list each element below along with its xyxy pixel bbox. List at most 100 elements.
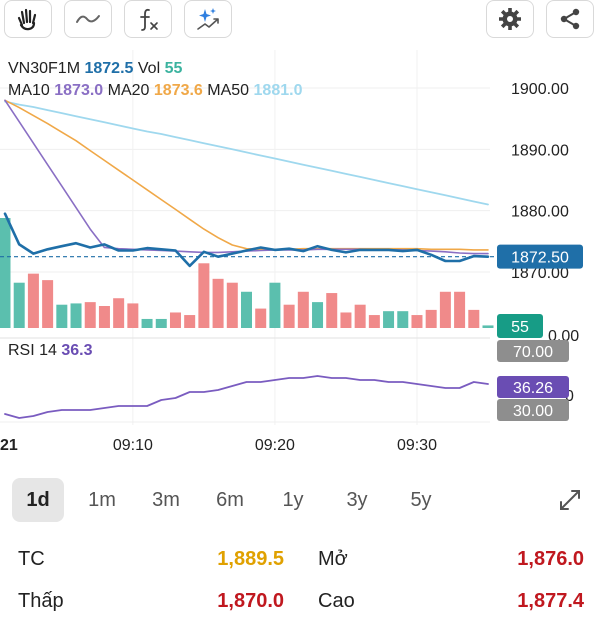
volume-bar (283, 304, 295, 328)
volume-bar (70, 303, 82, 328)
volume-bar (312, 302, 324, 328)
price-line (3, 212, 490, 268)
volume-bar (127, 303, 139, 328)
volume-bar (27, 273, 39, 328)
x-tick-label: 09:30 (397, 437, 437, 454)
expand-icon (560, 490, 580, 510)
x-tick-label: 09:10 (113, 437, 153, 454)
ma10-value: 1873.0 (54, 82, 104, 99)
volume-bar (368, 315, 380, 328)
rsi-value-badge-bg (497, 376, 569, 398)
rsi-level-70-badge-bg (497, 340, 569, 362)
volume-bar (269, 282, 281, 328)
volume-bar (425, 309, 437, 328)
symbol-label: VN30F1M (8, 60, 81, 77)
volume-bar (42, 280, 54, 328)
volume-bar (13, 282, 25, 328)
tab-1d[interactable]: 1d (12, 478, 64, 522)
volume-bar (98, 306, 110, 328)
volume-badge: 55 (511, 319, 529, 336)
volume-bar (354, 304, 366, 328)
volume-bar (340, 312, 352, 328)
volume-bar (397, 311, 409, 328)
high-value: 1,877.4 (517, 590, 584, 612)
ma10-label: MA10 (8, 82, 50, 99)
y-tick-label: 1870.00 (511, 265, 569, 282)
timeframe-tabs: 1d 1m 3m 6m 1y 3y 5y (12, 478, 588, 522)
ma20-value: 1873.6 (153, 82, 203, 99)
low-label: Thấp (18, 590, 64, 612)
reference-label: TC (18, 548, 45, 570)
stats-row: TC 1,889.5 Mở 1,876.0 (0, 548, 600, 584)
volume-bar (482, 325, 494, 328)
volume-bar (84, 302, 96, 328)
tab-3y[interactable]: 3y (346, 488, 368, 511)
open-label: Mở (318, 548, 348, 570)
volume-bar (297, 291, 309, 328)
volume-badge-bg (497, 314, 543, 338)
volume-bar (226, 282, 238, 328)
share-icon (560, 8, 580, 30)
tab-6m[interactable]: 6m (216, 488, 244, 511)
low-value: 1,870.0 (217, 590, 284, 612)
rsi-label: RSI 14 (8, 342, 57, 359)
y-tick-label: 1890.00 (511, 142, 569, 159)
x-tick-label: 21 (0, 437, 18, 454)
hand-tool-button[interactable] (4, 0, 52, 38)
volume-bar (155, 318, 167, 328)
volume-bar (439, 291, 451, 328)
rsi-value: 36.3 (61, 342, 93, 359)
fullscreen-button[interactable] (548, 478, 592, 522)
y-tick-label: 1880.00 (511, 204, 569, 221)
ma20-label: MA20 (107, 82, 150, 99)
current-price-badge-bg (497, 244, 583, 269)
rsi-level-30-badge-bg (497, 399, 569, 421)
rsi-legend: RSI 14 36.3 (8, 342, 93, 360)
wave-line-icon (76, 15, 100, 23)
indicator-button[interactable] (124, 0, 172, 38)
high-label: Cao (318, 590, 355, 612)
volume-bar (255, 308, 267, 328)
ma50-label: MA50 (207, 82, 250, 99)
tab-1y[interactable]: 1y (282, 488, 304, 511)
x-tick-label: 09:20 (255, 437, 295, 454)
ma50-line (4, 100, 489, 206)
ma50-value: 1881.0 (253, 82, 303, 99)
volume-bar (411, 315, 423, 328)
volume-bar (241, 291, 252, 328)
vol-label: Vol (137, 60, 161, 77)
y-tick-label: 1900.00 (511, 81, 569, 98)
price-legend: VN30F1M 1872.5 Vol 55 (8, 60, 182, 78)
ma20-line (4, 99, 489, 251)
ma10-line (4, 99, 489, 255)
hand-icon (17, 8, 37, 31)
ai-insight-button[interactable] (184, 0, 232, 38)
volume-bar (141, 318, 153, 328)
tab-3m[interactable]: 3m (152, 488, 180, 511)
volume-bar (212, 278, 224, 328)
rsi-level-70-badge: 70.00 (513, 344, 553, 361)
tab-1m[interactable]: 1m (88, 488, 116, 511)
volume-bar (169, 312, 181, 328)
volume-bar (113, 298, 125, 328)
tab-5y[interactable]: 5y (410, 488, 432, 511)
volume-bar (454, 291, 466, 328)
open-value: 1,876.0 (517, 548, 584, 570)
ma-legend: MA10 1873.0 MA20 1873.6 MA50 1881.0 (8, 82, 302, 100)
share-button[interactable] (546, 0, 594, 38)
rsi-axis-fragment: 0 (565, 388, 574, 405)
price-value: 1872.5 (84, 60, 134, 77)
volume-bar (0, 218, 11, 328)
settings-button[interactable] (486, 0, 534, 38)
volume-bar (468, 309, 480, 328)
volume-bar (326, 293, 338, 328)
volume-bar (56, 304, 68, 328)
trend-line-button[interactable] (64, 0, 112, 38)
vol-value: 55 (164, 60, 183, 77)
rsi-level-30-badge: 30.00 (513, 403, 553, 420)
volume-bar (198, 263, 210, 328)
stats-row: Thấp 1,870.0 Cao 1,877.4 (0, 590, 600, 626)
chart-toolbar (0, 0, 600, 44)
function-icon (140, 8, 158, 31)
chart-canvas[interactable]: 1900.00 1890.00 1880.00 1870.00 09:10 09:20 09… (0, 0, 600, 460)
